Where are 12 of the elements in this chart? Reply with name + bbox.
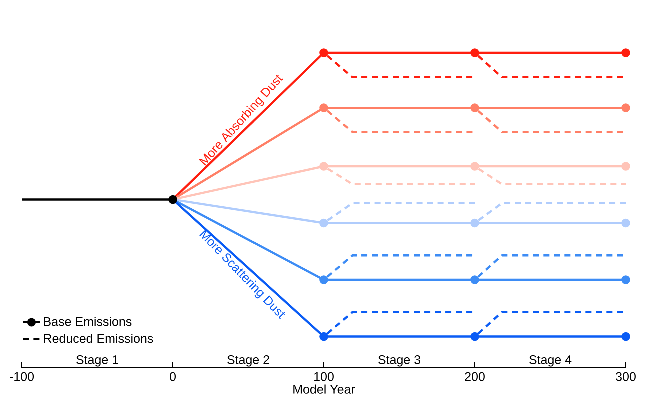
text: Stage 2 — [228, 355, 270, 367]
x-tick-label: 0 — [170, 372, 176, 382]
text: Stage 3 — [378, 355, 420, 367]
annotation: Reduced Emissions — [44, 334, 154, 344]
text: Stage 4 — [530, 355, 572, 367]
x-tick-label: -100 — [10, 372, 34, 382]
x-tick-label: 300 — [616, 372, 636, 382]
x-tick-label: 200 — [465, 372, 485, 382]
text: Stage 1 — [76, 355, 118, 367]
x-tick-label: 100 — [314, 372, 334, 382]
x-axis-title: Model Year — [294, 384, 356, 394]
legend-label: Base Emissions — [44, 317, 132, 326]
